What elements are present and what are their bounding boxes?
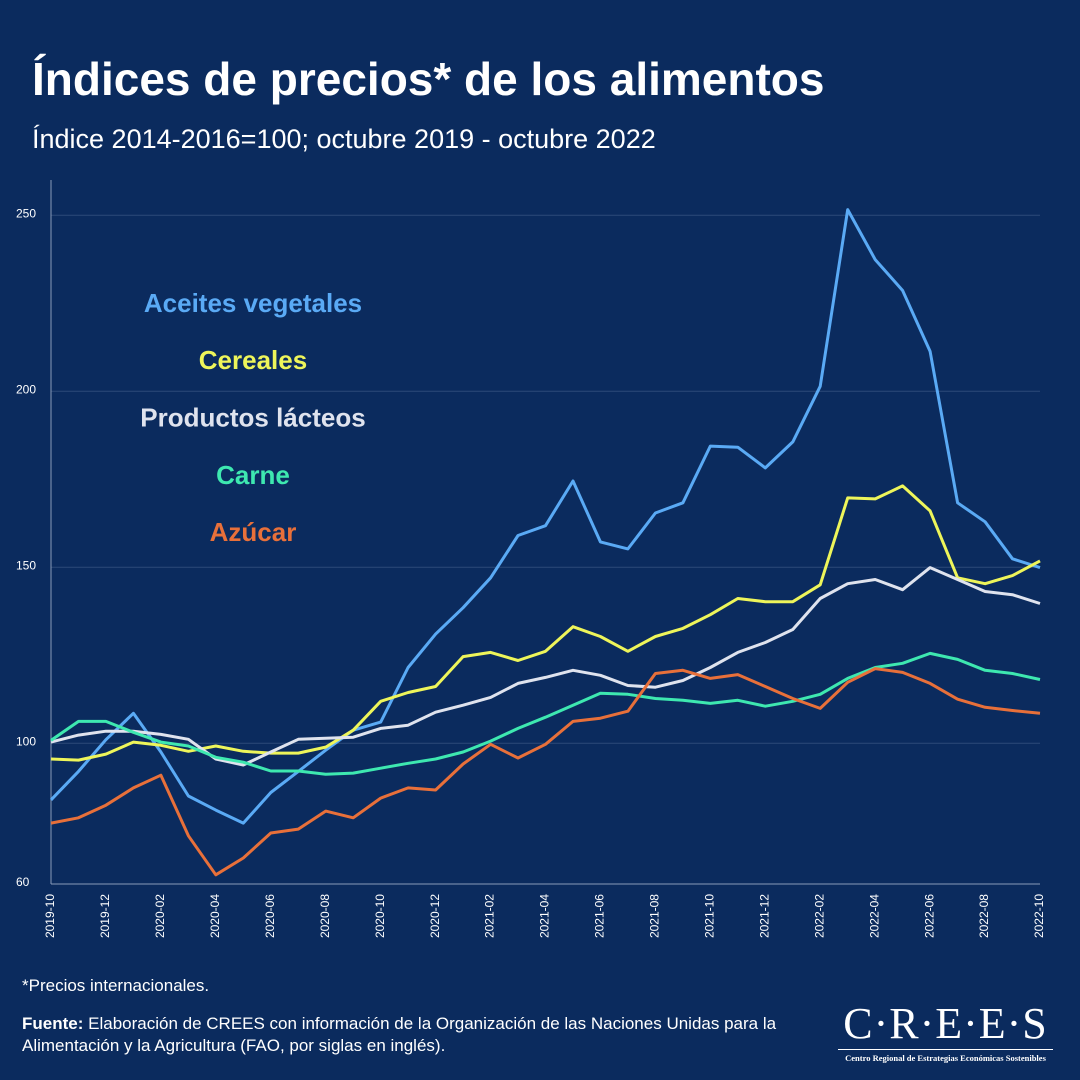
x-tick-label: 2020-08 <box>318 894 332 938</box>
x-tick-label: 2019-12 <box>98 894 112 938</box>
series-line <box>50 484 1041 762</box>
x-tick-label: 2021-02 <box>483 894 497 938</box>
x-tick-label: 2021-10 <box>703 894 717 938</box>
x-tick-label: 2022-02 <box>812 894 826 938</box>
y-tick-label: 100 <box>16 734 36 748</box>
footnote: *Precios internacionales. <box>22 976 210 995</box>
legend-label: Carne <box>216 460 290 490</box>
series-line <box>50 566 1041 767</box>
legend-label: Azúcar <box>210 517 297 547</box>
y-tick-label: 150 <box>16 558 36 572</box>
logo-caption: Centro Regional de Estrategias Económica… <box>845 1053 1046 1063</box>
x-tick-label: 2020-02 <box>153 894 167 938</box>
title: Índices de precios* de los alimentos <box>32 53 825 105</box>
x-tick-label: 2019-10 <box>43 894 57 938</box>
source: Fuente: Elaboración de CREES con informa… <box>22 1013 832 1057</box>
y-tick-label: 60 <box>16 875 30 889</box>
x-tick-label: 2020-12 <box>428 894 442 938</box>
x-tick-label: 2020-06 <box>263 894 277 938</box>
logo-text: C·R·E·E·S <box>838 998 1053 1050</box>
series-line <box>50 667 1041 877</box>
x-tick-label: 2020-10 <box>373 894 387 938</box>
subtitle: Índice 2014-2016=100; octubre 2019 - oct… <box>32 124 656 154</box>
legend-label: Productos lácteos <box>140 402 365 432</box>
legend-label: Cereales <box>199 345 307 375</box>
x-tick-label: 2021-06 <box>593 894 607 938</box>
x-tick-label: 2020-04 <box>208 894 222 938</box>
series-line <box>49 208 1041 825</box>
x-tick-label: 2022-08 <box>977 894 991 938</box>
x-tick-label: 2021-08 <box>648 894 662 938</box>
y-tick-label: 250 <box>16 206 36 220</box>
logo: C·R·E·E·S Centro Regional de Estrategias… <box>838 998 1053 1063</box>
x-tick-label: 2021-12 <box>757 894 771 938</box>
y-tick-label: 200 <box>16 382 36 396</box>
x-tick-label: 2022-04 <box>867 894 881 938</box>
source-label: Fuente: <box>22 1014 84 1033</box>
legend-label: Aceites vegetales <box>144 288 362 318</box>
x-tick-label: 2022-10 <box>1032 894 1046 938</box>
source-text: Elaboración de CREES con información de … <box>22 1014 777 1055</box>
x-tick-label: 2022-06 <box>922 894 936 938</box>
x-tick-label: 2021-04 <box>538 894 552 938</box>
